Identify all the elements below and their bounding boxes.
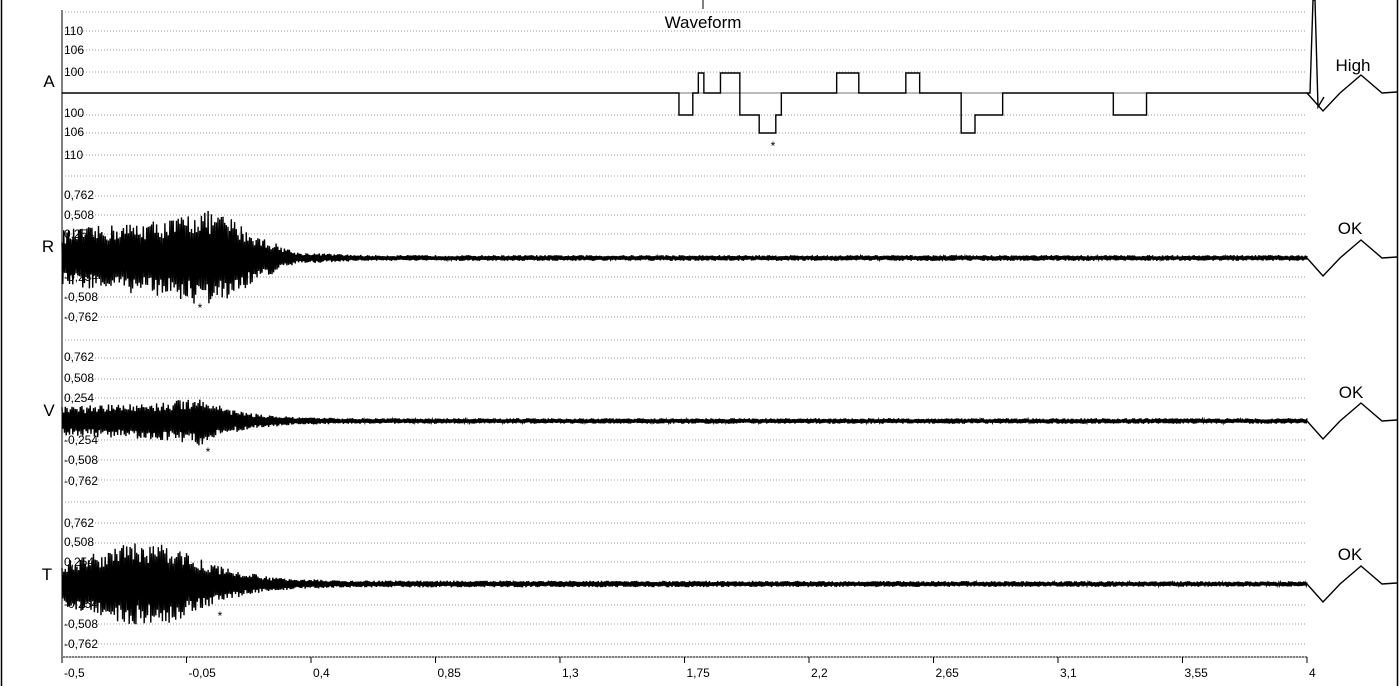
x-tick-label: -0,5 bbox=[64, 666, 85, 680]
status-pulse-icon bbox=[1306, 239, 1398, 278]
grid-layer bbox=[62, 11, 1307, 658]
channel-label: A bbox=[43, 72, 55, 91]
channel-label: T bbox=[42, 565, 52, 584]
x-tick-label: 3,1 bbox=[1060, 666, 1077, 680]
y-tick-label: 110 bbox=[64, 148, 83, 162]
status-pulse-icon bbox=[1306, 74, 1398, 113]
x-axis-ticks: -0,5 -0,05 0,4 0,85 1,3 1,75 2,2 2,65 3,1 3,55 4 bbox=[61, 657, 1316, 680]
trace-A bbox=[62, 72, 1307, 134]
y-tick-label: 106 bbox=[64, 125, 84, 139]
x-tick-label: 1,75 bbox=[687, 666, 711, 680]
x-tick-label: 1,3 bbox=[562, 666, 579, 680]
y-tick-label: 106 bbox=[64, 43, 84, 57]
x-tick-label: 2,2 bbox=[811, 666, 828, 680]
y-tick-label: -0,508 bbox=[64, 617, 98, 631]
channel-status: OK bbox=[1338, 545, 1363, 564]
x-tick-label: 0,4 bbox=[313, 666, 330, 680]
x-tick-label: 0,85 bbox=[438, 666, 462, 680]
status-pulse-icon bbox=[1306, 565, 1398, 604]
y-tick-label: 0,762 bbox=[64, 188, 94, 202]
y-tick-label: 0,254 bbox=[64, 555, 94, 569]
y-tick-label: 0,762 bbox=[64, 350, 94, 364]
y-tick-label: -0,762 bbox=[64, 310, 98, 324]
y-tick-label: 100 bbox=[64, 106, 84, 120]
peak-marker: * bbox=[771, 139, 776, 153]
y-tick-label: -0,508 bbox=[64, 290, 98, 304]
channel-status: OK bbox=[1339, 383, 1364, 402]
y-tick-label: -0,762 bbox=[64, 474, 98, 488]
channel-status: High bbox=[1336, 56, 1371, 75]
y-tick-label: 0,508 bbox=[64, 371, 94, 385]
y-tick-label: 100 bbox=[64, 65, 84, 79]
trace-R bbox=[61, 210, 1308, 304]
channel-V: 0,762 0,508 0,254 -0,254 -0,508 -0,762 V OK * bbox=[43, 350, 1398, 488]
spike-mark bbox=[1307, 0, 1325, 110]
y-tick-label: 0,508 bbox=[64, 208, 94, 222]
trace-V bbox=[61, 399, 1308, 446]
peak-marker: * bbox=[218, 609, 223, 623]
x-tick-label: -0,05 bbox=[189, 666, 217, 680]
channel-A: 110 106 100 100 106 110 A High * bbox=[43, 0, 1398, 162]
channel-status: OK bbox=[1338, 219, 1363, 238]
x-tick-label: 4 bbox=[1309, 666, 1316, 680]
y-tick-label: 110 bbox=[64, 24, 83, 38]
channel-label: R bbox=[42, 237, 54, 256]
channels-layer: 110 106 100 100 106 110 A High * 0,762 0,508 0,254 -… bbox=[42, 0, 1398, 651]
y-tick-label: 0,508 bbox=[64, 535, 94, 549]
y-tick-label: -0,762 bbox=[64, 637, 98, 651]
y-tick-label: 0,254 bbox=[64, 391, 94, 405]
peak-marker: * bbox=[198, 301, 203, 315]
x-tick-label: 3,55 bbox=[1185, 666, 1209, 680]
status-pulse-icon bbox=[1306, 402, 1398, 441]
channel-label: V bbox=[43, 401, 55, 420]
y-tick-label: 0,762 bbox=[64, 516, 94, 530]
x-tick-label: 2,65 bbox=[936, 666, 960, 680]
peak-marker: * bbox=[206, 445, 211, 459]
chart-title: Waveform bbox=[665, 13, 742, 32]
y-tick-label: -0,508 bbox=[64, 453, 98, 467]
y-tick-label: -0,254 bbox=[64, 433, 98, 447]
trace-T bbox=[61, 543, 1308, 625]
